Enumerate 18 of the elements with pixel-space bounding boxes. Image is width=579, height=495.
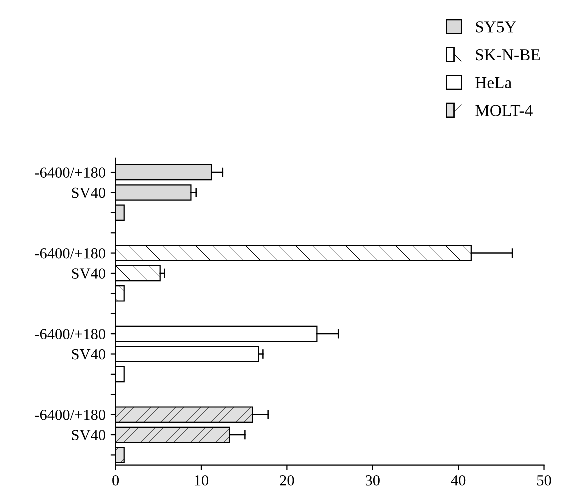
y-tick-label: SV40 bbox=[72, 349, 106, 360]
y-tick-label: SV40 bbox=[72, 188, 106, 198]
legend-label: SY5Y bbox=[476, 22, 516, 33]
y-tick-label: SV40 bbox=[72, 430, 106, 441]
x-tick-label: 10 bbox=[195, 475, 209, 486]
x-tick-label: 20 bbox=[280, 475, 294, 486]
y-tick-label: -6400/+180 bbox=[35, 410, 106, 420]
x-tick-label: 40 bbox=[451, 475, 466, 486]
legend-label: SK-N-BE bbox=[476, 49, 540, 61]
x-tick-label: 50 bbox=[538, 475, 552, 486]
x-tick-label: 30 bbox=[366, 475, 380, 486]
y-tick-label: -6400/+180 bbox=[35, 168, 106, 178]
y-tick-label: -6400/+180 bbox=[35, 329, 106, 340]
y-tick-label: SV40 bbox=[72, 268, 106, 280]
y-tick-label: -6400/+180 bbox=[35, 248, 106, 259]
legend-label: MOLT-4 bbox=[476, 105, 533, 116]
x-tick-label: 0 bbox=[112, 475, 120, 486]
legend-label: HeLa bbox=[476, 77, 512, 89]
